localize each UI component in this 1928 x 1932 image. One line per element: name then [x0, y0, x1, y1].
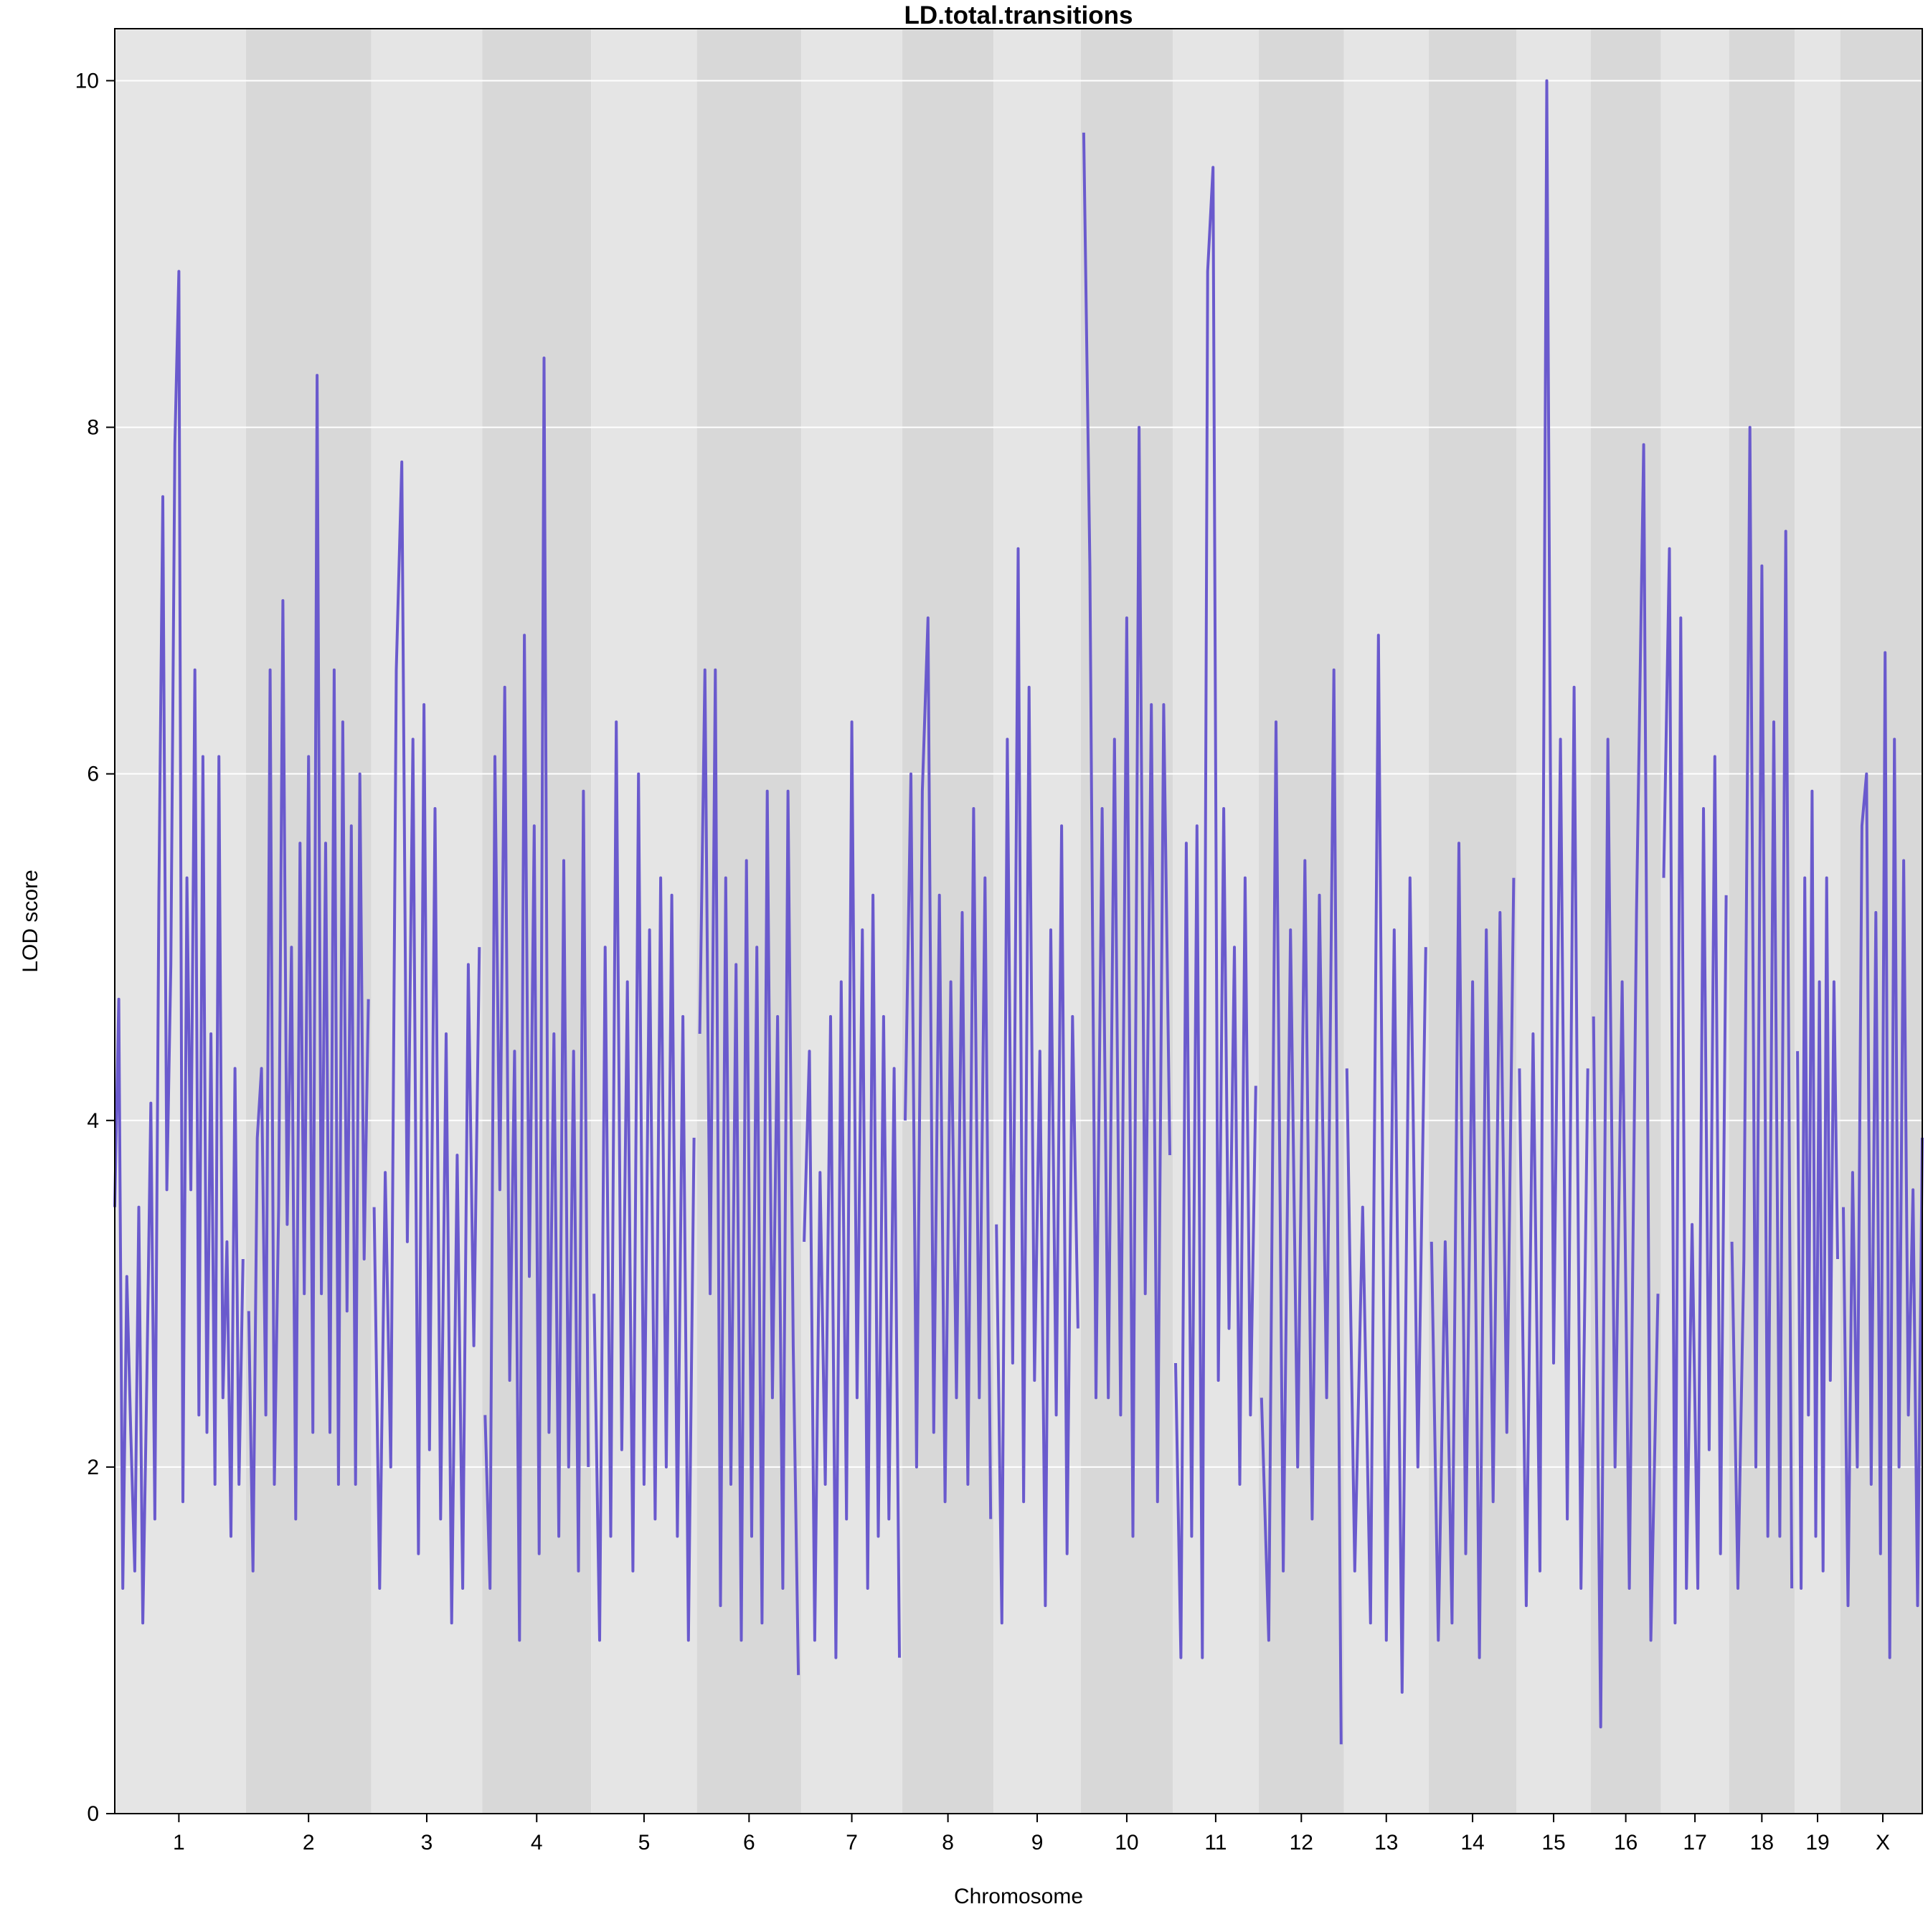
lod-series-chr-12	[1260, 668, 1343, 1745]
lod-series-chr-1	[113, 270, 245, 1625]
lod-series-chr-17	[1662, 547, 1728, 1625]
lod-series-chr-X	[1842, 651, 1924, 1659]
lod-series-chr-4	[483, 357, 590, 1642]
y-tick-label-0: 0	[87, 1802, 99, 1826]
x-tick-label-chr-13: 13	[1374, 1831, 1398, 1855]
y-axis-label: LOD score	[19, 870, 42, 972]
x-tick-label-chr-5: 5	[638, 1831, 651, 1855]
y-axis: 0 2 4 6 8 10	[75, 69, 115, 1826]
x-tick-label-chr-10: 10	[1115, 1831, 1138, 1855]
lod-series-chr-19	[1796, 789, 1839, 1590]
lod-series-chr-6	[698, 668, 800, 1675]
x-axis-label: Chromosome	[954, 1885, 1083, 1908]
lod-series-chr-14	[1430, 842, 1516, 1659]
x-tick-label-chr-4: 4	[531, 1831, 543, 1855]
lod-series-chr-7	[803, 720, 901, 1659]
lod-series-chr-11	[1174, 166, 1257, 1659]
lod-series-chr-3	[372, 460, 481, 1625]
chromosome-band-5	[591, 29, 697, 1814]
y-tick-label-10: 10	[75, 69, 99, 93]
chromosome-band-10	[1080, 29, 1173, 1814]
x-tick-label-chr-6: 6	[743, 1831, 755, 1855]
lod-series-chr-5	[592, 720, 696, 1642]
chromosome-band-4	[482, 29, 592, 1814]
chromosome-band-8	[902, 29, 994, 1814]
x-tick-label-chr-2: 2	[303, 1831, 315, 1855]
lod-series-chr-13	[1345, 633, 1427, 1694]
x-tick-label-chr-1: 1	[173, 1831, 185, 1855]
plot-frame	[114, 28, 1923, 1814]
x-tick-label-chr-19: 19	[1805, 1831, 1829, 1855]
y-tick-label-6: 6	[87, 763, 99, 786]
x-tick-label-chr-8: 8	[942, 1831, 954, 1855]
chromosome-band-12	[1258, 29, 1344, 1814]
y-tick-label-4: 4	[87, 1109, 99, 1133]
x-tick-label-chr-18: 18	[1750, 1831, 1774, 1855]
y-tick-label-2: 2	[87, 1456, 99, 1479]
lod-series-chr-9	[995, 547, 1079, 1625]
chromosome-band-14	[1428, 29, 1517, 1814]
lod-series-chr-10	[1082, 132, 1171, 1538]
x-axis: 1 2 3 4 5 6 7 8 9 10 11 12 13 14 15 16 17 18 19 X	[173, 1814, 1890, 1855]
lod-series-chr-2	[247, 374, 370, 1573]
lod-curve	[113, 79, 1924, 1745]
x-tick-label-chr-11: 11	[1204, 1831, 1227, 1855]
x-tick-label-chr-9: 9	[1031, 1831, 1044, 1855]
lod-series-chr-8	[904, 616, 993, 1519]
x-tick-label-chr-15: 15	[1541, 1831, 1565, 1855]
x-tick-label-chr-14: 14	[1460, 1831, 1484, 1855]
x-tick-label-chr-17: 17	[1683, 1831, 1706, 1855]
lod-series-chr-18	[1730, 425, 1794, 1590]
lod-series-chr-15	[1518, 79, 1589, 1608]
x-tick-label-chr-12: 12	[1290, 1831, 1313, 1855]
x-tick-label-chr-X: X	[1876, 1831, 1890, 1855]
x-tick-label-chr-16: 16	[1614, 1831, 1638, 1855]
chart-title: LD.total.transitions	[904, 1, 1133, 29]
x-tick-label-chr-3: 3	[421, 1831, 433, 1855]
y-tick-label-8: 8	[87, 416, 99, 440]
lod-series-chr-16	[1592, 443, 1660, 1729]
chromosome-band-15	[1516, 29, 1591, 1814]
x-tick-label-chr-7: 7	[846, 1831, 858, 1855]
